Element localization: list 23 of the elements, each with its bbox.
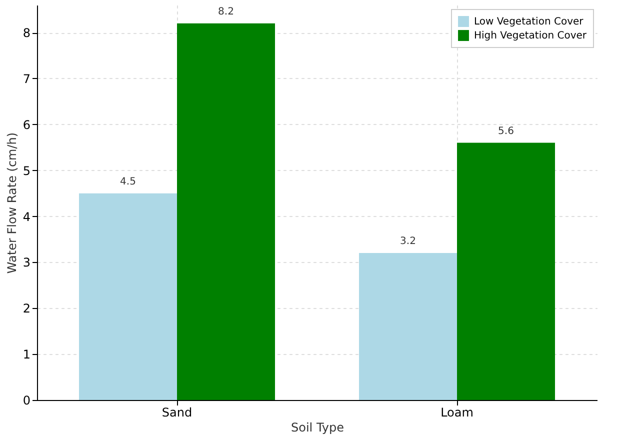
y-axis-title: Water Flow Rate (cm/h) — [4, 132, 19, 274]
y-tick-label: 2 — [22, 302, 30, 316]
legend-label: Low Vegetation Cover — [474, 16, 584, 28]
y-tick-label: 0 — [22, 394, 30, 408]
bar — [457, 142, 555, 400]
bar — [177, 23, 275, 400]
x-axis-title: Soil Type — [290, 420, 344, 434]
x-tick-label: Sand — [162, 406, 192, 420]
bar — [359, 253, 457, 400]
legend-label: High Vegetation Cover — [474, 30, 588, 42]
data-label: 3.2 — [400, 236, 416, 248]
y-tick-label: 1 — [22, 348, 30, 362]
bar — [79, 193, 177, 400]
y-tick-label: 5 — [22, 164, 30, 178]
y-tick-label: 6 — [22, 118, 30, 132]
x-tick-label: Loam — [440, 406, 474, 420]
y-tick-label: 4 — [22, 210, 30, 224]
data-label: 4.5 — [120, 176, 136, 188]
data-label: 5.6 — [498, 126, 514, 137]
y-tick-label: 7 — [22, 72, 30, 86]
data-label: 8.2 — [218, 6, 234, 18]
y-tick-label: 8 — [22, 26, 30, 40]
y-tick-label: 3 — [22, 256, 30, 270]
